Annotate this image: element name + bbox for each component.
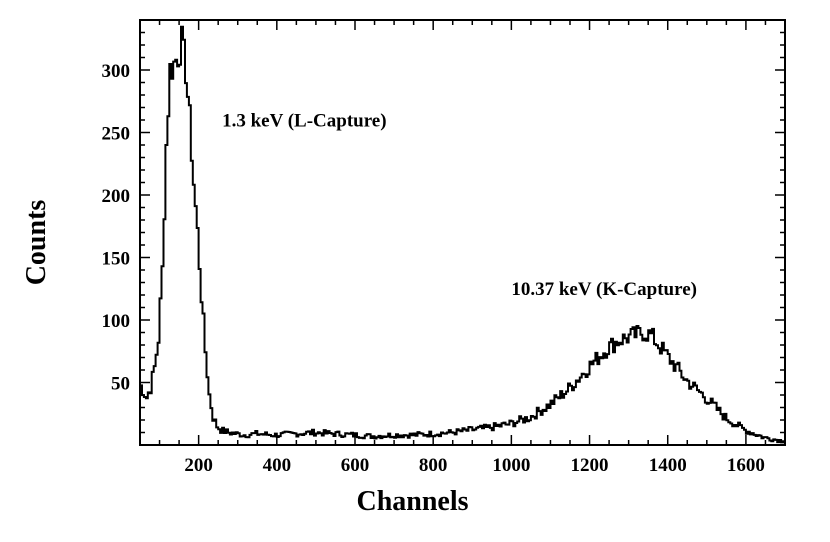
annotation-l-capture: 1.3 keV (L-Capture) <box>222 110 387 131</box>
series-line <box>139 25 785 444</box>
y-tick-label: 200 <box>102 186 131 207</box>
y-tick-label: 50 <box>111 374 130 395</box>
x-tick-label: 1200 <box>571 455 609 476</box>
annotation-k-capture: 10.37 keV (K-Capture) <box>511 279 697 300</box>
y-tick-label: 250 <box>102 124 131 145</box>
y-axis-title: Counts <box>21 200 52 286</box>
y-tick-label: 150 <box>102 249 131 270</box>
x-tick-label: 400 <box>263 455 292 476</box>
x-tick-label: 1000 <box>492 455 530 476</box>
x-axis-title: Channels <box>356 486 468 517</box>
x-tick-label: 200 <box>184 455 213 476</box>
y-tick-label: 100 <box>102 311 131 332</box>
x-tick-label: 800 <box>419 455 448 476</box>
x-tick-label: 1400 <box>649 455 687 476</box>
x-tick-label: 1600 <box>727 455 765 476</box>
x-tick-label: 600 <box>341 455 370 476</box>
y-tick-label: 300 <box>102 61 131 82</box>
